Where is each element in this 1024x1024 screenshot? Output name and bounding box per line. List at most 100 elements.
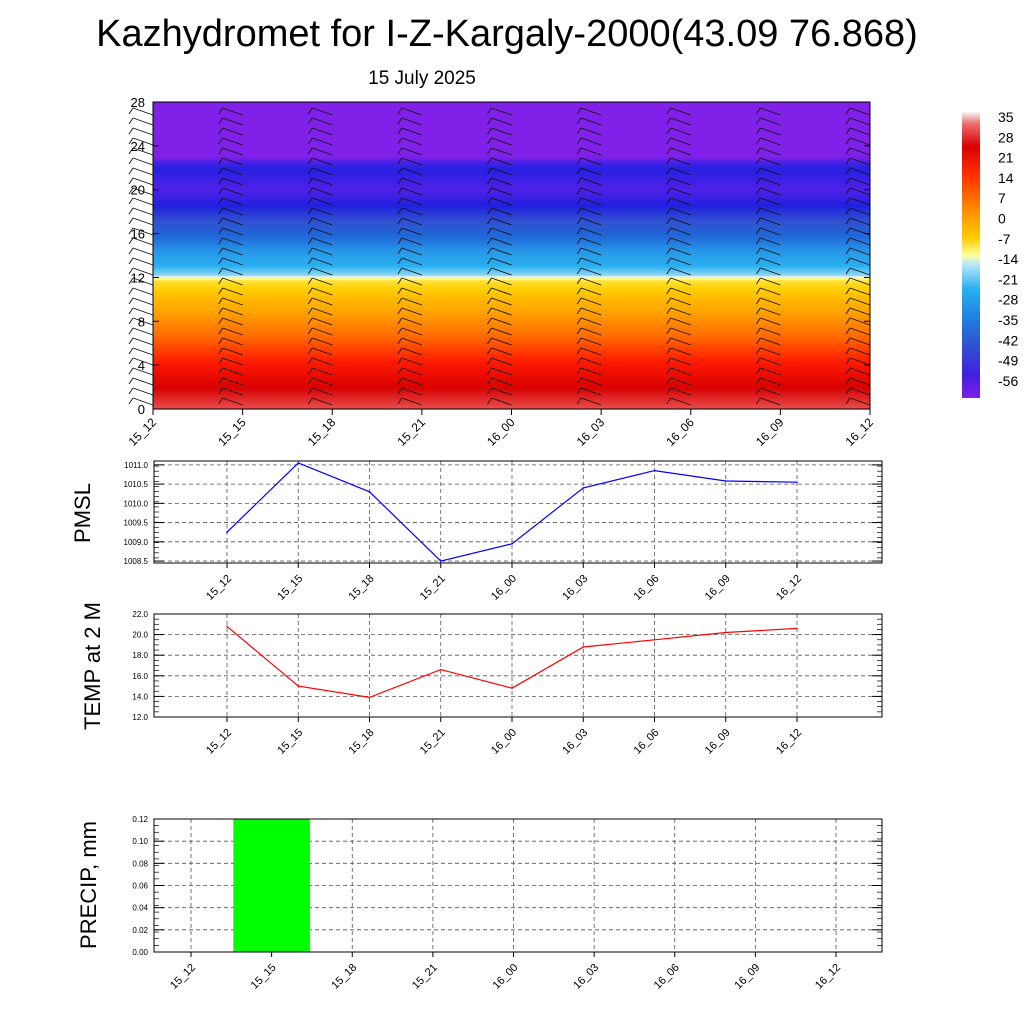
wind-barb	[845, 217, 871, 226]
heatmap-band	[153, 384, 870, 388]
wind-barb	[666, 367, 691, 376]
wind-barb-feather	[397, 127, 403, 135]
heatmap-band	[153, 268, 870, 272]
data-point	[297, 462, 300, 464]
heatmap-band	[153, 255, 870, 259]
wind-barb-shaft	[132, 327, 154, 336]
wind-barb	[218, 287, 243, 296]
heatmap-band	[153, 205, 870, 208]
x-tick-label: 16_09	[703, 727, 733, 757]
wind-barb-feather	[666, 217, 672, 225]
wind-barb-shaft	[580, 137, 602, 146]
wind-barb	[307, 317, 333, 326]
wind-barb-shaft	[222, 357, 243, 366]
wind-barb	[756, 197, 781, 206]
wind-barb-shaft	[132, 137, 154, 146]
wind-barb-shaft	[312, 137, 333, 146]
wind-barb-shaft	[312, 397, 333, 406]
x-tick-label: 16_06	[652, 962, 682, 992]
wind-barb-feather	[666, 147, 672, 155]
wind-barb-feather	[845, 337, 851, 345]
wind-barb	[487, 357, 512, 366]
wind-barb	[666, 177, 691, 186]
wind-barb	[397, 187, 423, 196]
wind-barb-shaft	[760, 187, 781, 196]
wind-barb-shaft	[132, 127, 154, 136]
heatmap-band	[153, 286, 870, 289]
heatmap-band	[153, 137, 870, 140]
wind-barb-shaft	[222, 317, 243, 326]
wind-barb	[487, 397, 512, 406]
wind-barb-shaft	[580, 367, 602, 376]
wind-barb	[218, 177, 243, 186]
wind-barb-feather	[576, 247, 582, 255]
wind-barb-shaft	[491, 127, 512, 136]
temp-axis-label: TEMP at 2 M	[80, 602, 105, 730]
wind-barb	[845, 357, 871, 366]
wind-barb-shaft	[312, 187, 333, 196]
wind-barb-shaft	[312, 317, 333, 326]
heatmap-band	[153, 275, 870, 279]
wind-barb-feather	[307, 287, 313, 295]
wind-barb-shaft	[580, 247, 602, 256]
wind-barb-feather	[128, 337, 134, 345]
wind-barb	[756, 297, 781, 306]
x-tick-label: 16_03	[560, 727, 590, 757]
wind-barb-feather	[397, 307, 403, 315]
wind-barb-feather	[576, 237, 582, 245]
wind-barb-feather	[487, 147, 492, 155]
heatmap-band	[153, 393, 870, 397]
wind-barb	[487, 307, 512, 316]
heatmap-x-tick-label: 15_18	[305, 415, 339, 449]
wind-barb-feather	[576, 207, 582, 215]
wind-barb-shaft	[491, 227, 512, 236]
wind-barb-feather	[845, 357, 851, 365]
colorbar-label: -7	[998, 231, 1011, 247]
wind-barb-shaft	[132, 247, 154, 256]
wind-barb	[845, 287, 871, 296]
wind-barb-feather	[307, 337, 313, 345]
wind-barb-feather	[666, 247, 672, 255]
wind-barb	[756, 327, 781, 336]
wind-barb-shaft	[670, 147, 691, 156]
wind-barb-feather	[576, 297, 582, 305]
wind-barb-feather	[397, 317, 403, 325]
wind-barb	[397, 357, 423, 366]
wind-barb-feather	[845, 347, 851, 355]
x-tick-label: 16_00	[489, 573, 519, 603]
heatmap-band	[153, 406, 870, 410]
heatmap-band	[153, 251, 870, 254]
wind-barb	[487, 237, 512, 246]
wind-barb-shaft	[401, 247, 423, 256]
wind-barb-shaft	[670, 237, 691, 246]
wind-barb-feather	[666, 257, 672, 265]
wind-barb-feather	[307, 347, 313, 355]
wind-barb-shaft	[222, 107, 243, 116]
wind-barb-feather	[128, 157, 134, 165]
wind-barb-feather	[576, 127, 582, 135]
wind-barb-feather	[307, 247, 313, 255]
wind-barb-shaft	[491, 297, 512, 306]
heatmap-band	[153, 187, 870, 191]
wind-barb-feather	[576, 107, 582, 115]
heatmap-band	[153, 308, 870, 311]
wind-barbs	[128, 107, 871, 406]
x-tick-label: 16_00	[491, 962, 521, 992]
wind-barb-feather	[756, 287, 761, 295]
wind-barb	[487, 217, 512, 226]
wind-barb	[218, 247, 243, 256]
heatmap-band	[153, 395, 870, 399]
wind-barb-feather	[487, 277, 492, 285]
y-tick-label: 0.10	[132, 837, 148, 846]
wind-barb-feather	[756, 217, 761, 225]
wind-barb-feather	[845, 127, 851, 135]
wind-barb	[397, 107, 423, 116]
wind-barb-feather	[845, 307, 851, 315]
heatmap-y-tick-label: 4	[138, 358, 145, 373]
wind-barb-shaft	[132, 367, 154, 376]
wind-barb	[845, 257, 871, 266]
heatmap-band	[153, 200, 870, 204]
heatmap-band	[153, 141, 870, 145]
wind-barb	[218, 197, 243, 206]
